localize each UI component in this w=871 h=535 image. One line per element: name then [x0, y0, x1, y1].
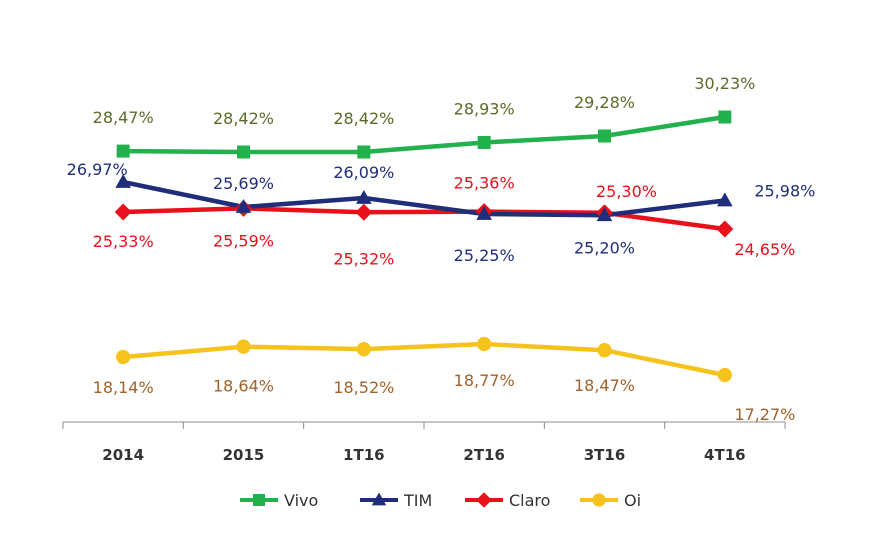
x-tick-label: 4T16	[704, 446, 746, 464]
x-tick-label: 1T16	[343, 446, 385, 464]
data-label-tim-3t16: 25,20%	[574, 238, 635, 257]
legend-swatch-marker	[371, 492, 387, 506]
point-tim-2015	[235, 198, 252, 213]
legend-item-tim: TIM	[360, 491, 432, 510]
point-vivo-1t16	[357, 145, 371, 159]
data-label-tim-1t16: 26,09%	[333, 163, 394, 182]
legend-swatch-marker	[592, 493, 606, 507]
point-tim-2014	[115, 173, 131, 188]
point-tim-1t16	[356, 189, 372, 204]
data-label-tim-4t16: 25,98%	[754, 181, 815, 200]
point-tim-3t16	[596, 207, 613, 222]
point-tim-4t16	[717, 192, 733, 207]
data-label-claro-2t16: 25,36%	[454, 174, 515, 193]
data-label-tim-2014: 26,97%	[67, 160, 128, 179]
data-label-vivo-1t16: 28,42%	[333, 109, 394, 128]
legend-item-vivo: Vivo	[240, 491, 318, 510]
legend-label: TIM	[403, 491, 432, 510]
point-oi-4t16	[717, 367, 732, 383]
data-labels: 18,14% 18,64% 18,52% 18,77% 18,47% 17,27% 25,3…	[67, 74, 816, 424]
legend-label: Vivo	[284, 491, 318, 510]
point-vivo-4t16	[718, 110, 732, 124]
data-label-vivo-2014: 28,47%	[93, 108, 154, 127]
point-claro-4t16	[716, 220, 734, 238]
point-claro-2014	[114, 203, 132, 221]
data-label-claro-2015: 25,59%	[213, 231, 274, 250]
point-tim-2t16	[476, 205, 492, 220]
point-vivo-2t16	[477, 136, 491, 150]
legend-item-claro: Claro	[465, 491, 550, 510]
point-claro-1t16	[355, 203, 373, 221]
data-label-oi-1t16: 18,52%	[333, 378, 394, 397]
series-line-oi	[120, 341, 728, 378]
point-vivo-2014	[116, 144, 130, 158]
data-label-claro-2014: 25,33%	[93, 232, 154, 251]
legend-label: Claro	[509, 491, 550, 510]
x-tick-label: 2015	[223, 446, 265, 464]
x-axis: 2014 2015 1T16 2T16 3T16 4T16	[62, 421, 786, 464]
data-label-vivo-4t16: 30,23%	[694, 74, 755, 93]
data-label-oi-2015: 18,64%	[213, 377, 274, 396]
data-label-oi-4t16: 17,27%	[734, 405, 795, 424]
point-oi-1t16	[356, 342, 371, 357]
data-label-oi-2014: 18,14%	[93, 378, 154, 397]
legend-swatch-marker	[253, 494, 265, 506]
data-label-claro-1t16: 25,32%	[333, 249, 394, 268]
x-tick-label: 2014	[102, 446, 144, 464]
point-oi-2t16	[477, 336, 492, 352]
legend-item-oi: Oi	[580, 491, 641, 510]
x-tick-label: 3T16	[584, 446, 626, 464]
data-label-claro-4t16: 24,65%	[734, 240, 795, 259]
point-oi-3t16	[597, 343, 612, 358]
series-line-tim	[120, 179, 728, 218]
data-label-oi-3t16: 18,47%	[574, 376, 635, 395]
point-oi-2015	[236, 339, 251, 354]
point-oi-2014	[116, 349, 131, 365]
legend-swatch-marker	[476, 492, 492, 508]
series-lines	[120, 114, 728, 378]
data-label-claro-3t16: 25,30%	[596, 182, 657, 201]
point-vivo-3t16	[598, 129, 611, 143]
series-line-vivo	[120, 114, 728, 155]
data-label-tim-2t16: 25,25%	[454, 246, 515, 265]
data-label-vivo-3t16: 29,28%	[574, 93, 635, 112]
data-label-vivo-2015: 28,42%	[213, 109, 274, 128]
point-vivo-2015	[237, 145, 250, 159]
x-tick-label: 2T16	[463, 446, 505, 464]
legend-label: Oi	[624, 491, 641, 510]
legend: Vivo TIM Claro Oi	[240, 491, 641, 510]
data-label-tim-2015: 25,69%	[213, 174, 274, 193]
series-markers	[114, 110, 734, 383]
data-label-vivo-2t16: 28,93%	[454, 100, 515, 119]
data-label-oi-2t16: 18,77%	[454, 371, 515, 390]
series-line-claro	[120, 206, 728, 232]
